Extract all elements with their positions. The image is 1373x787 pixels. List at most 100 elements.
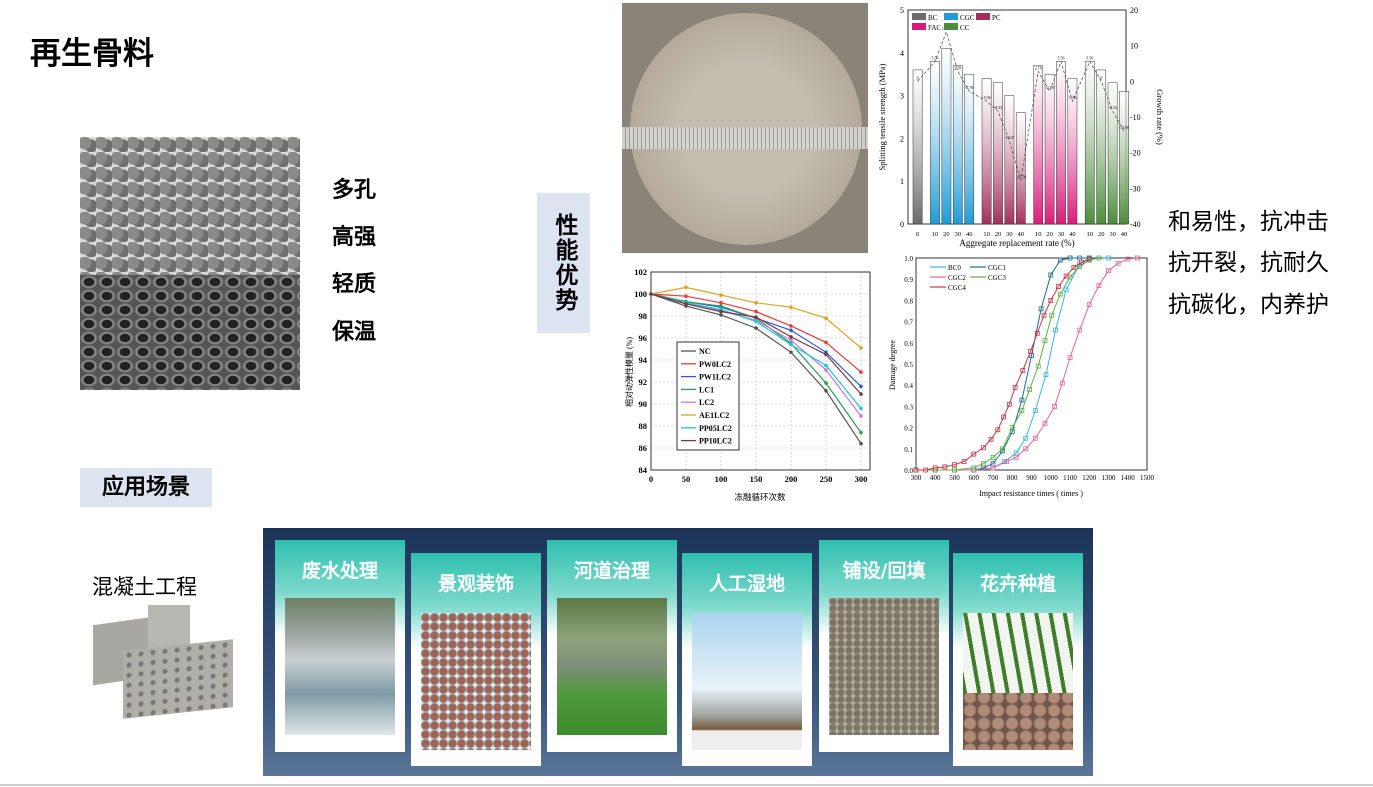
growth-data-label: -16.67 — [1004, 135, 1014, 140]
freeze-thaw-chart: 0 50 100 150 200 250 300 84 86 88 90 92 94 96 98 100 102… — [624, 267, 871, 502]
data-point-LC1 — [859, 430, 863, 435]
data-point-PP10LC2 — [719, 309, 723, 314]
data-marker-BC0 — [1053, 327, 1058, 333]
data-point-PP10LC2 — [789, 335, 793, 339]
legend-label-NC: NC — [699, 347, 711, 356]
series-line-BC0 — [916, 257, 1109, 471]
data-marker-CGC3 — [1019, 408, 1025, 414]
x-tick-label: 200 — [785, 474, 798, 484]
growth-data-label: -5.56 — [1068, 95, 1076, 100]
concrete-label: 混凝土工程 — [92, 575, 197, 599]
data-marker-CGC2 — [1125, 256, 1131, 262]
bar-CC-40 — [1119, 91, 1129, 225]
legend-label-LC2: LC2 — [699, 398, 714, 407]
app-label: 河道治理 — [573, 560, 650, 582]
growth-data-label: 0 — [1100, 75, 1102, 80]
data-marker-BC0 — [1063, 287, 1069, 293]
app-card-river: 河道治理 — [547, 540, 677, 752]
x-tick-label: 0 — [649, 474, 653, 484]
data-point-AE1LC2 — [719, 293, 723, 297]
data-point-PP05LC2 — [789, 342, 793, 347]
data-point-PP10LC2 — [684, 302, 688, 306]
bar-FAC-10 — [1033, 65, 1044, 225]
data-marker-CGC4 — [1006, 401, 1012, 407]
legend-swatch-PC — [976, 13, 990, 20]
plot-frame — [650, 271, 871, 471]
y-tick-label: 2 — [900, 134, 904, 143]
x-axis-label: Aggregate replacement rate (%) — [959, 238, 1074, 248]
data-marker-CGC3 — [1096, 255, 1102, 261]
data-marker-CGC4 — [1028, 348, 1033, 354]
data-marker-CGC4 — [1034, 330, 1040, 336]
y-tick-label: 86 — [639, 443, 648, 453]
growth-data-label: 0 — [917, 75, 919, 80]
data-point-PW1LC2 — [859, 384, 863, 389]
x-tick-label: 20 — [995, 231, 1002, 238]
data-marker-CGC3 — [1049, 312, 1055, 318]
footer-divider — [0, 784, 1373, 786]
y-tick-label: 0.1 — [904, 446, 913, 454]
bar-PC-40 — [1015, 112, 1026, 225]
data-point-LC1 — [824, 381, 828, 385]
y-tick-label: 1.0 — [904, 255, 913, 263]
application-banner: 废水处理 景观装饰 河道治理 人工湿地 铺设/回填 花卉种植 — [263, 528, 1093, 776]
data-marker-CGC4 — [995, 427, 1001, 433]
x-tick-label: 0 — [916, 231, 919, 238]
y-tick-label: 1 — [900, 177, 904, 186]
data-point-PW0LC2 — [684, 294, 688, 298]
growth-data-label: 2.78 — [954, 65, 961, 70]
bar-FAC-30 — [1056, 61, 1066, 225]
data-marker-CGC4 — [1079, 259, 1084, 265]
app-label: 铺设/回填 — [842, 560, 926, 582]
data-marker-CGC3 — [952, 467, 957, 473]
data-point-PP10LC2 — [754, 315, 758, 319]
data-marker-CGC2 — [1004, 459, 1009, 464]
data-point-PW1LC2 — [789, 328, 793, 333]
data-marker-CGC3 — [1042, 338, 1048, 344]
growth-data-label: -13.89 — [1119, 125, 1129, 130]
data-point-PW0LC2 — [824, 340, 828, 345]
data-marker-CGC1 — [1048, 272, 1054, 278]
legend-label-CGC3: CGC3 — [988, 274, 1006, 282]
legend-label-PW1LC2: PW1LC2 — [699, 373, 731, 382]
y-tick-label: 0.4 — [904, 382, 913, 390]
legend-label-FAC: FAC — [928, 24, 941, 32]
data-marker-CGC2 — [1042, 420, 1048, 426]
app-card-wastewater: 废水处理 — [275, 540, 405, 752]
data-marker-CGC1 — [1038, 306, 1044, 312]
y-tick-label: 90 — [639, 399, 648, 409]
data-marker-CGC3 — [1027, 387, 1032, 392]
y-tick-label: 0.3 — [904, 403, 913, 411]
data-point-NC — [859, 441, 863, 446]
bar-FAC-20 — [1044, 73, 1055, 225]
data-point-NC — [754, 326, 758, 330]
landscape-photo — [421, 613, 531, 750]
y-tick-label: 102 — [634, 267, 647, 277]
data-marker-CGC2 — [1077, 327, 1083, 333]
data-point-LC2 — [789, 338, 793, 342]
data-marker-CGC4 — [1063, 273, 1069, 279]
data-marker-CGC2 — [1023, 446, 1029, 452]
data-marker-CGC2 — [1059, 380, 1065, 386]
app-card-flowers: 花卉种植 — [953, 553, 1083, 766]
legend-label-PW0LC2: PW0LC2 — [699, 360, 731, 369]
x-tick-label: 300 — [911, 474, 922, 482]
series-line-CGC3 — [916, 257, 1099, 471]
y-tick-label: 92 — [639, 377, 648, 387]
data-marker-CGC1 — [1067, 255, 1073, 261]
growth-rate-line — [917, 30, 1125, 181]
legend-swatch-CGC — [944, 13, 958, 20]
legend-label-BC0: BC0 — [948, 264, 961, 272]
data-marker-CGC2 — [1013, 454, 1019, 460]
y-tick-label: 0.5 — [904, 361, 913, 369]
y-tick-label: 0.0 — [904, 467, 913, 475]
growth-data-label: -27.78 — [1016, 174, 1026, 179]
feature-lightweight: 轻质 — [332, 272, 377, 297]
y-tick-label: 88 — [639, 421, 648, 431]
data-marker-CGC4 — [971, 451, 977, 457]
data-marker-CGC4 — [988, 436, 994, 442]
bar-BC-0 — [912, 69, 923, 225]
data-marker-CGC4 — [913, 467, 919, 473]
x-tick-label: 40 — [1069, 231, 1076, 238]
legend-swatch-FAC — [912, 23, 926, 30]
